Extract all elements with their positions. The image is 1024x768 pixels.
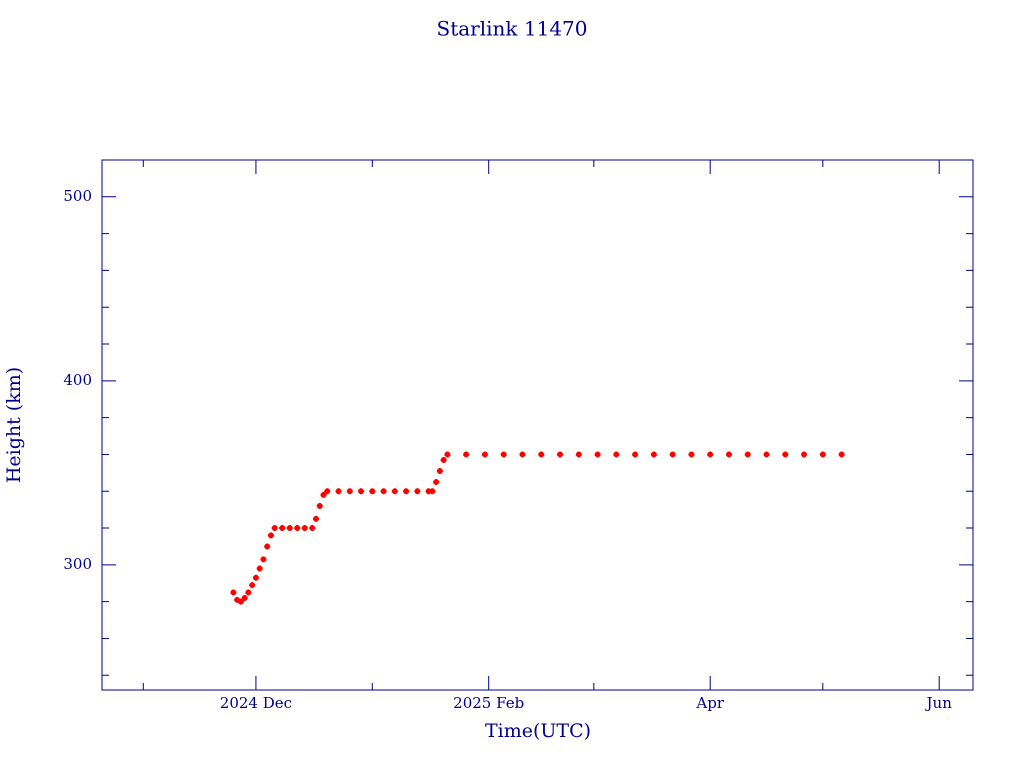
data-point xyxy=(309,525,316,532)
data-point xyxy=(234,596,241,603)
data-point xyxy=(444,451,451,458)
data-point xyxy=(688,451,695,458)
y-tick-label: 400 xyxy=(63,371,92,389)
data-point xyxy=(707,451,714,458)
data-point xyxy=(650,451,657,458)
data-point xyxy=(301,525,308,532)
data-point xyxy=(335,488,342,495)
data-point xyxy=(316,502,323,509)
data-point xyxy=(500,451,507,458)
y-tick-label: 500 xyxy=(63,187,92,205)
data-point xyxy=(575,451,582,458)
data-point xyxy=(312,515,319,522)
data-point xyxy=(557,451,564,458)
data-point xyxy=(429,488,436,495)
data-point xyxy=(538,451,545,458)
data-point xyxy=(346,488,353,495)
data-point xyxy=(380,488,387,495)
data-point xyxy=(391,488,398,495)
data-point xyxy=(294,525,301,532)
data-point xyxy=(237,598,244,605)
data-point xyxy=(763,451,770,458)
data-point xyxy=(267,532,274,539)
y-axis-label: Height (km) xyxy=(3,367,25,483)
x-tick-label: 2025 Feb xyxy=(453,694,524,712)
x-axis-label: Time(UTC) xyxy=(485,720,591,742)
data-point xyxy=(744,451,751,458)
data-point xyxy=(256,565,263,572)
data-point xyxy=(425,488,432,495)
data-point xyxy=(669,451,676,458)
data-point xyxy=(260,556,267,563)
data-point xyxy=(440,456,447,463)
data-point xyxy=(358,488,365,495)
data-point xyxy=(271,525,278,532)
plot-frame xyxy=(101,159,974,691)
data-point xyxy=(252,574,259,581)
data-point xyxy=(264,543,271,550)
data-point xyxy=(286,525,293,532)
data-point xyxy=(436,468,443,475)
data-point xyxy=(519,451,526,458)
data-point xyxy=(369,488,376,495)
data-point xyxy=(403,488,410,495)
chart-title: Starlink 11470 xyxy=(437,17,588,41)
x-tick-label: Jun xyxy=(925,694,953,712)
data-point xyxy=(324,488,331,495)
x-tick-label: Apr xyxy=(695,694,724,712)
data-point xyxy=(245,589,252,596)
y-tick-label: 300 xyxy=(63,555,92,573)
data-point xyxy=(801,451,808,458)
data-point xyxy=(463,451,470,458)
data-point xyxy=(249,582,256,589)
data-point xyxy=(613,451,620,458)
data-point xyxy=(725,451,732,458)
data-point xyxy=(594,451,601,458)
data-point xyxy=(414,488,421,495)
data-point xyxy=(320,491,327,498)
data-point xyxy=(230,589,237,596)
data-point xyxy=(632,451,639,458)
data-point xyxy=(433,479,440,486)
data-point xyxy=(782,451,789,458)
data-point xyxy=(241,594,248,601)
data-point xyxy=(481,451,488,458)
data-point xyxy=(279,525,286,532)
x-tick-label: 2024 Dec xyxy=(220,694,292,712)
data-point xyxy=(838,451,845,458)
data-point xyxy=(819,451,826,458)
